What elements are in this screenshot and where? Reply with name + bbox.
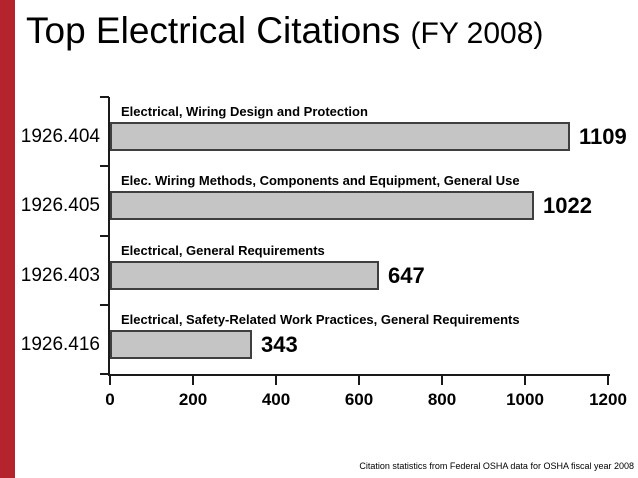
bar (110, 260, 379, 290)
x-axis-tick-label: 600 (344, 390, 374, 409)
x-axis-tick-label: 800 (427, 390, 457, 409)
value-label: 1109 (579, 124, 627, 149)
x-axis-tick-label: 1000 (506, 390, 544, 409)
series-label: Electrical, Safety-Related Work Practice… (121, 311, 520, 327)
category-label: 1926.416 (20, 333, 100, 355)
left-accent-bar (0, 0, 15, 478)
category-axis-tick (100, 373, 109, 375)
category-axis-tick (100, 96, 109, 98)
x-axis-tick (275, 374, 277, 385)
value-label: 343 (261, 331, 298, 357)
x-axis-tick-label: 0 (105, 390, 115, 409)
x-axis-tick (441, 374, 443, 385)
bar (110, 329, 252, 359)
slide-title-main: Top Electrical Citations (26, 10, 401, 51)
source-note: Citation statistics from Federal OSHA da… (359, 461, 634, 471)
x-axis-tick-label: 400 (261, 390, 291, 409)
slide-title-suffix: (FY 2008) (410, 17, 544, 50)
x-axis-tick (109, 374, 111, 385)
x-axis-tick (358, 374, 360, 385)
value-label: 1022 (543, 193, 592, 219)
x-axis-tick (524, 374, 526, 385)
category-axis-tick (100, 165, 109, 168)
series-label: Electrical, Wiring Design and Protection (121, 104, 368, 119)
x-axis-tick-label: 200 (178, 390, 208, 409)
category-axis-tick (100, 234, 109, 237)
value-label: 647 (388, 262, 425, 288)
x-axis-tick-label: 1200 (589, 390, 627, 409)
x-axis-tick (607, 374, 609, 385)
category-label: 1926.405 (20, 195, 100, 217)
bar (110, 191, 534, 221)
category-axis-tick (100, 303, 109, 306)
y-axis-line (108, 97, 110, 376)
category-label: 1926.403 (20, 264, 100, 286)
series-label: Elec. Wiring Methods, Components and Equ… (121, 173, 520, 189)
series-label: Electrical, General Requirements (121, 242, 325, 258)
category-label: 1926.404 (20, 126, 100, 147)
bar (110, 122, 570, 151)
x-axis-tick (192, 374, 194, 385)
slide-title: Top Electrical Citations (FY 2008) (26, 10, 543, 52)
